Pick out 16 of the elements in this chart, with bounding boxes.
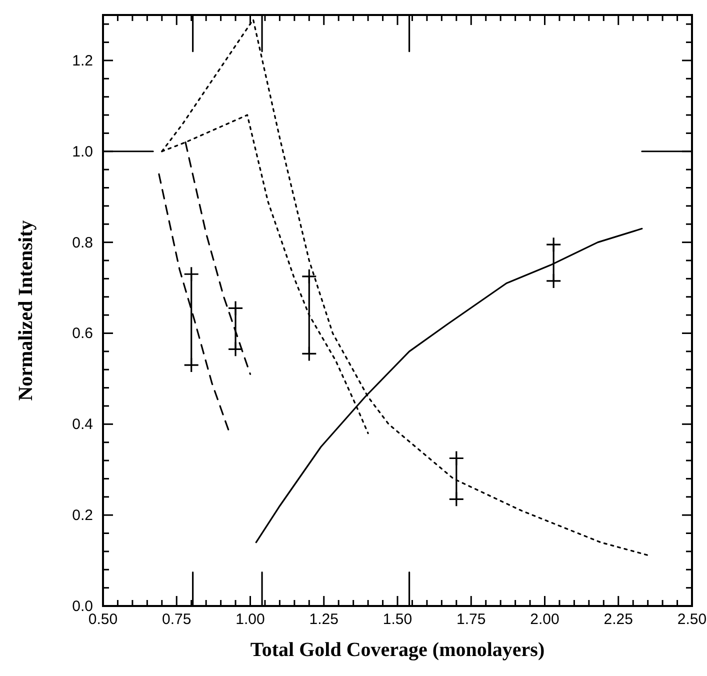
x-axis-title: Total Gold Coverage (monolayers) — [250, 639, 545, 661]
x-tick-label: 1.00 — [236, 611, 265, 628]
y-tick-label: 0.6 — [72, 325, 93, 342]
x-tick-label: 2.50 — [677, 611, 707, 628]
x-tick-label: 1.75 — [456, 611, 486, 628]
x-tick-label: 2.00 — [530, 611, 560, 628]
y-tick-label: 0.8 — [72, 234, 93, 252]
x-tick-label: 2.25 — [604, 611, 633, 628]
y-tick-label: 0.4 — [72, 416, 93, 434]
y-tick-label: 1.2 — [72, 52, 93, 70]
x-tick-label: 0.75 — [162, 611, 192, 628]
y-axis-title: Normalized Intensity — [15, 220, 37, 401]
x-tick-label: 1.25 — [309, 611, 338, 628]
y-tick-label: 0.2 — [72, 507, 93, 524]
y-tick-label: 1.0 — [72, 143, 93, 160]
x-tick-label: 1.50 — [382, 611, 412, 628]
